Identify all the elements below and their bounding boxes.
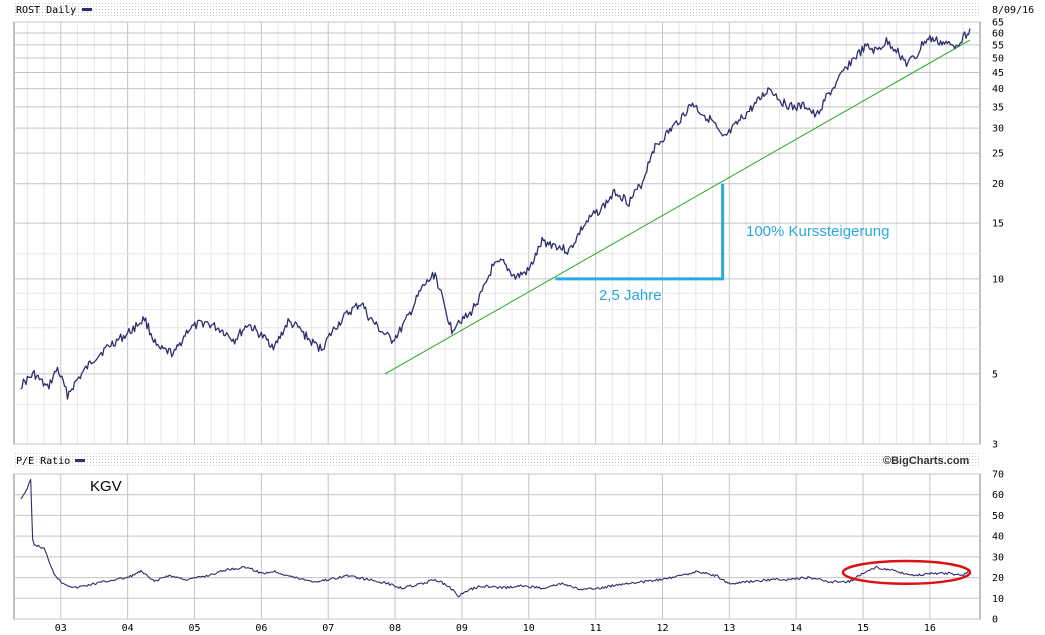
price-y-tick-25: 25	[992, 149, 1004, 160]
x-tick-label-12: 12	[656, 623, 668, 634]
x-tick-label-03: 03	[55, 623, 67, 634]
price-y-tick-15: 15	[992, 219, 1004, 230]
x-tick-label-16: 16	[924, 623, 936, 634]
price-y-tick-5: 5	[992, 369, 998, 380]
pe-y-tick-40: 40	[992, 532, 1004, 543]
price-series-line	[20, 28, 971, 400]
x-tick-label-05: 05	[188, 623, 200, 634]
pe-y-tick-20: 20	[992, 573, 1004, 584]
price-y-tick-3: 3	[992, 440, 998, 451]
pe-series-line	[20, 478, 971, 598]
pe-y-tick-0: 0	[992, 615, 998, 626]
kgv-label: KGV	[90, 478, 122, 495]
price-y-tick-40: 40	[992, 84, 1004, 95]
price-y-tick-30: 30	[992, 124, 1004, 135]
price-chart-title: ROST Daily	[16, 5, 76, 16]
annotation-kurssteigerung: 100% Kurssteigerung	[746, 223, 889, 240]
x-tick-label-04: 04	[122, 623, 134, 634]
pe-y-tick-50: 50	[992, 511, 1004, 522]
x-tick-label-13: 13	[723, 623, 735, 634]
bigcharts-brand: ©BigCharts.com	[883, 455, 970, 467]
price-y-tick-50: 50	[992, 53, 1004, 64]
pe-y-tick-60: 60	[992, 490, 1004, 501]
price-legend-swatch	[82, 8, 92, 11]
pe-y-tick-10: 10	[992, 594, 1004, 605]
price-y-tick-10: 10	[992, 274, 1004, 285]
price-y-tick-65: 65	[992, 18, 1004, 29]
pe-chart-title: P/E Ratio	[16, 456, 70, 467]
pe-y-tick-30: 30	[992, 552, 1004, 563]
pe-y-tick-70: 70	[992, 470, 1004, 481]
x-tick-label-11: 11	[590, 623, 602, 634]
price-y-tick-35: 35	[992, 102, 1004, 113]
pe-plot-area	[13, 473, 981, 620]
x-tick-label-06: 06	[255, 623, 267, 634]
x-tick-label-10: 10	[523, 623, 535, 634]
chart-date-label: 8/09/16	[992, 5, 1034, 16]
x-tick-label-15: 15	[857, 623, 869, 634]
x-tick-label-08: 08	[389, 623, 401, 634]
price-y-tick-20: 20	[992, 179, 1004, 190]
price-y-tick-55: 55	[992, 40, 1004, 51]
growth-bracket	[555, 183, 725, 281]
price-header-bar	[14, 3, 980, 17]
price-y-tick-60: 60	[992, 28, 1004, 39]
pe-highlight-ellipse	[841, 559, 972, 586]
annotation-jahre: 2,5 Jahre	[599, 287, 662, 304]
trendline	[384, 39, 971, 375]
pe-legend-swatch	[75, 459, 85, 462]
x-tick-label-07: 07	[322, 623, 334, 634]
x-tick-label-14: 14	[790, 623, 802, 634]
x-tick-label-09: 09	[456, 623, 468, 634]
price-y-tick-45: 45	[992, 68, 1004, 79]
pe-header-bar	[14, 453, 980, 467]
